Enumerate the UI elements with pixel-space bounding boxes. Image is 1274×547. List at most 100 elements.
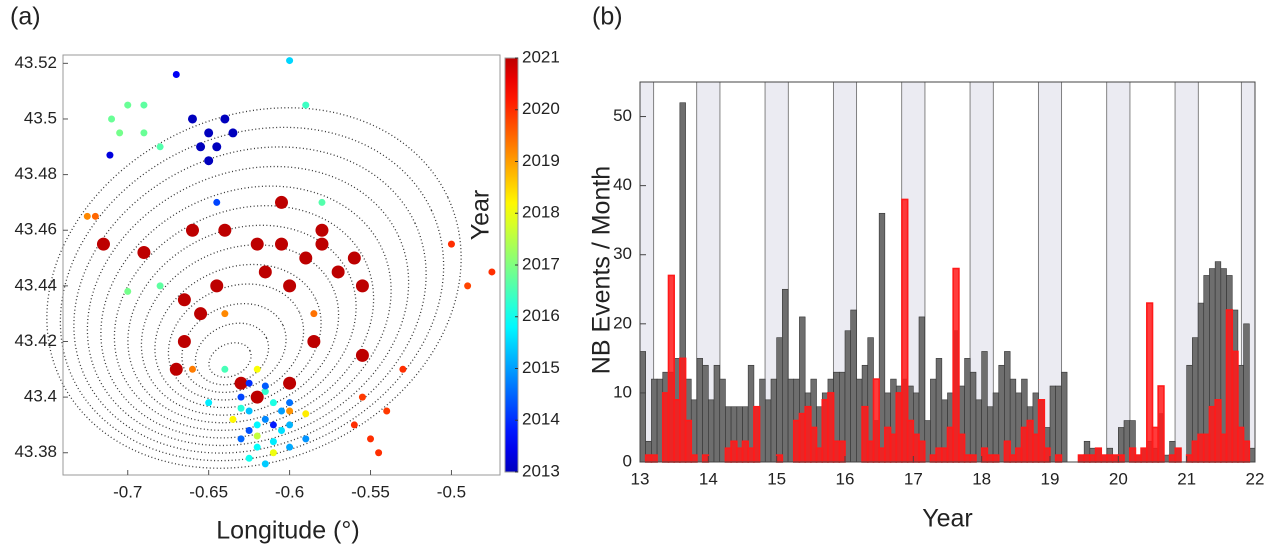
red-bar [1225,309,1234,463]
event-point [245,426,253,434]
gray-bar [924,420,931,463]
red-bar [730,440,738,463]
event-point [221,310,229,318]
red-bar [1106,454,1114,463]
gray-bar [702,364,709,463]
gray-bar [787,378,795,463]
event-point [302,435,310,443]
event-point [228,128,238,138]
red-bar [1214,399,1222,463]
red-bar [1202,433,1211,463]
red-bar [775,454,784,463]
red-bar [1026,419,1034,463]
event-point [488,268,496,276]
red-bar [1128,447,1137,463]
contour [167,283,305,401]
contour [86,165,410,447]
contour [46,107,462,469]
event-point [140,101,148,109]
red-bar [1191,440,1199,463]
red-bar [1003,440,1011,463]
colorbar-tick-label: 2017 [522,254,560,273]
event-point [83,212,91,220]
event-point [269,438,277,446]
red-bar [980,447,989,463]
event-point [318,198,326,206]
red-bar [958,433,966,463]
gray-bar [696,358,703,463]
red-bar [969,454,977,463]
red-bar [889,433,898,463]
y-tick-label: 40 [613,175,632,194]
contour [59,126,445,462]
event-point [283,376,297,390]
red-bar [821,399,829,463]
event-point [350,421,358,429]
y-tick-label: 43.42 [14,331,57,350]
red-bar [815,447,824,463]
red-bar [1032,433,1040,463]
event-point [286,57,294,65]
red-bar [906,419,915,463]
event-point [383,407,391,415]
gray-bar [987,406,994,463]
panel-label: (a) [10,3,41,31]
y-axis-label: NB Events / Month [588,166,616,374]
event-point [106,151,114,159]
event-point [177,334,191,348]
event-point [302,410,310,418]
red-bar [1174,447,1182,463]
red-bar [878,447,886,463]
gray-bar [1163,454,1170,463]
x-tick-label: 17 [904,469,923,488]
red-bar [741,440,749,463]
red-bar [1151,426,1159,463]
y-tick-label: 50 [613,106,632,125]
event-point [275,237,288,251]
event-point [177,293,191,307]
event-point [156,143,164,151]
event-point [447,240,455,248]
event-point [367,435,375,443]
event-point [258,265,272,279]
red-bar [895,392,903,463]
event-point [269,449,277,457]
gray-bar [719,378,726,463]
contour [100,185,392,439]
gray-bar [651,378,658,463]
event-point [250,237,264,251]
event-point [234,376,248,390]
event-point [205,399,213,407]
red-bar [1077,454,1085,463]
event-point [212,142,222,152]
red-bar [901,198,909,463]
gray-bar [1061,371,1068,463]
event-point [275,195,288,209]
event-point [250,390,264,404]
gray-bar [1009,378,1017,463]
x-tick-label: -0.7 [113,482,142,501]
red-bar [1037,399,1046,463]
contour [127,224,357,424]
red-bar [690,454,698,463]
red-bar [1242,440,1251,463]
gray-bar [776,337,783,463]
x-tick-label: -0.6 [275,482,304,501]
event-point [237,404,245,412]
contour [208,342,252,378]
colorbar-tick-label: 2021 [522,47,560,66]
gray-bar [782,288,789,463]
red-bar [1140,447,1148,463]
x-tick-label: -0.55 [351,482,390,501]
event-point [355,348,369,362]
event-point [261,388,269,396]
red-bar [1208,405,1216,463]
event-point [220,114,230,124]
gray-bar [764,399,772,463]
red-bar [1054,454,1063,463]
red-bar [929,454,937,463]
gray-bar [656,378,664,463]
event-point [283,279,297,293]
gray-bar [1220,268,1227,463]
event-point [124,101,132,109]
